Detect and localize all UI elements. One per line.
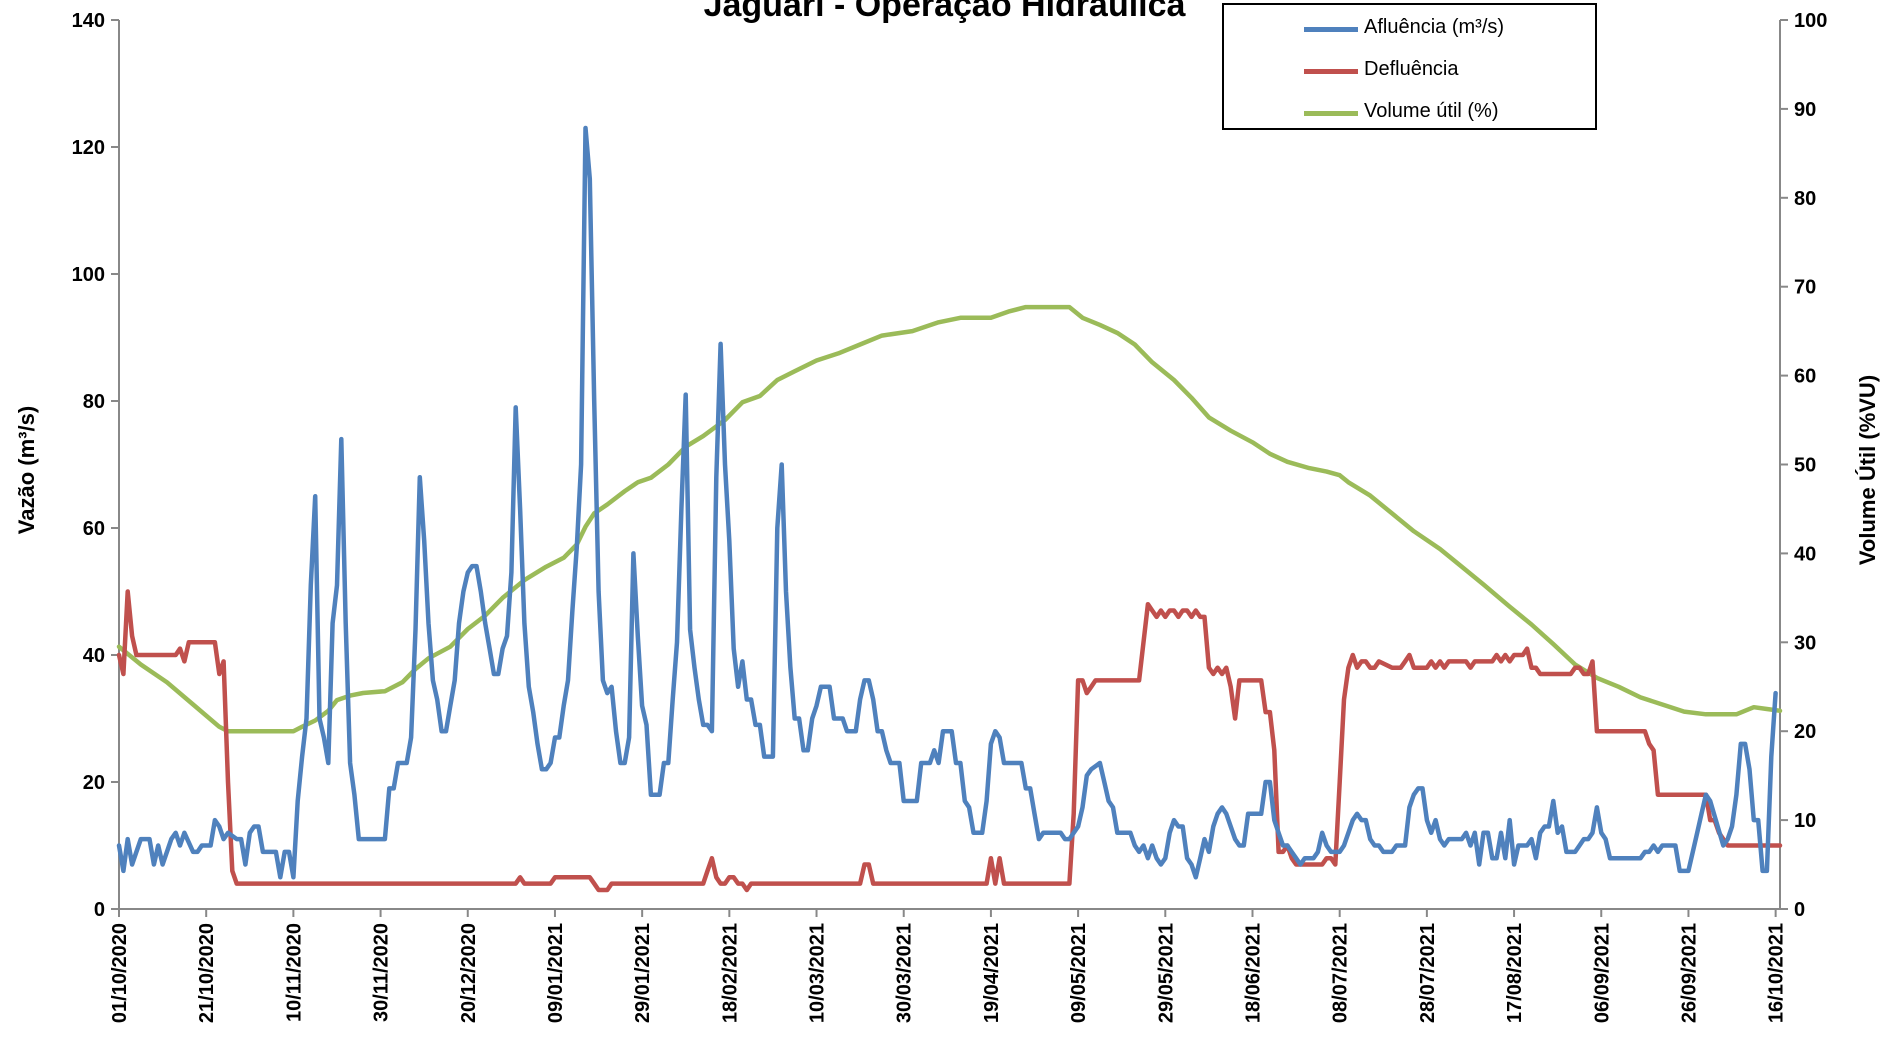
chart-title: Jaguari - Operação Hidráulica xyxy=(703,0,1186,24)
series-line-defluencia xyxy=(116,589,1783,893)
x-tick-label: 18/06/2021 xyxy=(1242,923,1264,1023)
axes xyxy=(111,19,1788,917)
y2-tick-label: 20 xyxy=(1794,721,1816,743)
y2-tick-label: 100 xyxy=(1794,10,1827,32)
y2-axis-label: Volume Útil (%VU) xyxy=(1855,375,1880,565)
x-tick-label: 16/10/2021 xyxy=(1766,923,1788,1023)
y-tick-label: 40 xyxy=(83,645,105,667)
x-tick-label: 30/03/2021 xyxy=(894,923,916,1023)
y-tick-label: 140 xyxy=(72,10,105,32)
y-axis-label: Vazão (m³/s) xyxy=(14,406,39,534)
y2-tick-label: 50 xyxy=(1794,455,1816,477)
y2-tick-label: 70 xyxy=(1794,277,1816,299)
x-tick-label: 09/05/2021 xyxy=(1068,923,1090,1023)
x-tick-label: 20/12/2020 xyxy=(458,923,480,1023)
series-line-afluencia xyxy=(116,125,1778,880)
legend-label-volume: Volume útil (%) xyxy=(1364,100,1499,122)
y-tick-label: 80 xyxy=(83,391,105,413)
y-tick-label: 60 xyxy=(83,518,105,540)
y-tick-label: 0 xyxy=(94,899,105,921)
x-tick-label: 10/03/2021 xyxy=(807,923,829,1023)
x-tick-label: 26/09/2021 xyxy=(1678,923,1700,1023)
y2-tick-label: 60 xyxy=(1794,366,1816,388)
y2-tick-label: 90 xyxy=(1794,99,1816,121)
x-tick-label: 01/10/2020 xyxy=(109,923,131,1023)
x-tick-label: 29/05/2021 xyxy=(1155,923,1177,1023)
y-tick-label: 100 xyxy=(72,264,105,286)
x-tick-label: 19/04/2021 xyxy=(981,923,1003,1023)
legend-swatch-volume xyxy=(1304,111,1358,116)
x-tick-label: 28/07/2021 xyxy=(1417,923,1439,1023)
x-tick-label: 17/08/2021 xyxy=(1504,923,1526,1023)
x-tick-label: 21/10/2020 xyxy=(196,923,218,1023)
legend-label-defluencia: Defluência xyxy=(1364,58,1459,80)
y2-tick-label: 80 xyxy=(1794,188,1816,210)
x-tick-label: 06/09/2021 xyxy=(1591,923,1613,1023)
x-tick-label: 10/11/2020 xyxy=(283,923,305,1022)
legend-swatch-afluencia xyxy=(1304,27,1358,32)
chart-legend: Afluência (m³/s) Defluência Volume útil … xyxy=(1222,3,1597,130)
legend-swatch-defluencia xyxy=(1304,69,1358,74)
x-tick-label: 30/11/2020 xyxy=(371,923,393,1022)
y2-tick-label: 40 xyxy=(1794,543,1816,565)
x-tick-label: 08/07/2021 xyxy=(1330,923,1352,1023)
y2-tick-label: 30 xyxy=(1794,632,1816,654)
y-tick-label: 20 xyxy=(83,772,105,794)
x-tick-label: 29/01/2021 xyxy=(632,923,654,1023)
x-tick-label: 18/02/2021 xyxy=(719,923,741,1023)
legend-label-afluencia: Afluência (m³/s) xyxy=(1364,16,1505,38)
series-line-volume-util xyxy=(116,304,1783,734)
x-tick-label: 09/01/2021 xyxy=(545,923,567,1023)
y2-tick-label: 10 xyxy=(1794,810,1816,832)
y2-tick-label: 0 xyxy=(1794,899,1805,921)
tick-labels: 0 20 40 60 80 100 120 140 0 10 20 30 40 50 60 70 80 90 100… xyxy=(72,10,1828,1023)
series-layer xyxy=(116,125,1783,893)
y-tick-label: 120 xyxy=(72,137,105,159)
